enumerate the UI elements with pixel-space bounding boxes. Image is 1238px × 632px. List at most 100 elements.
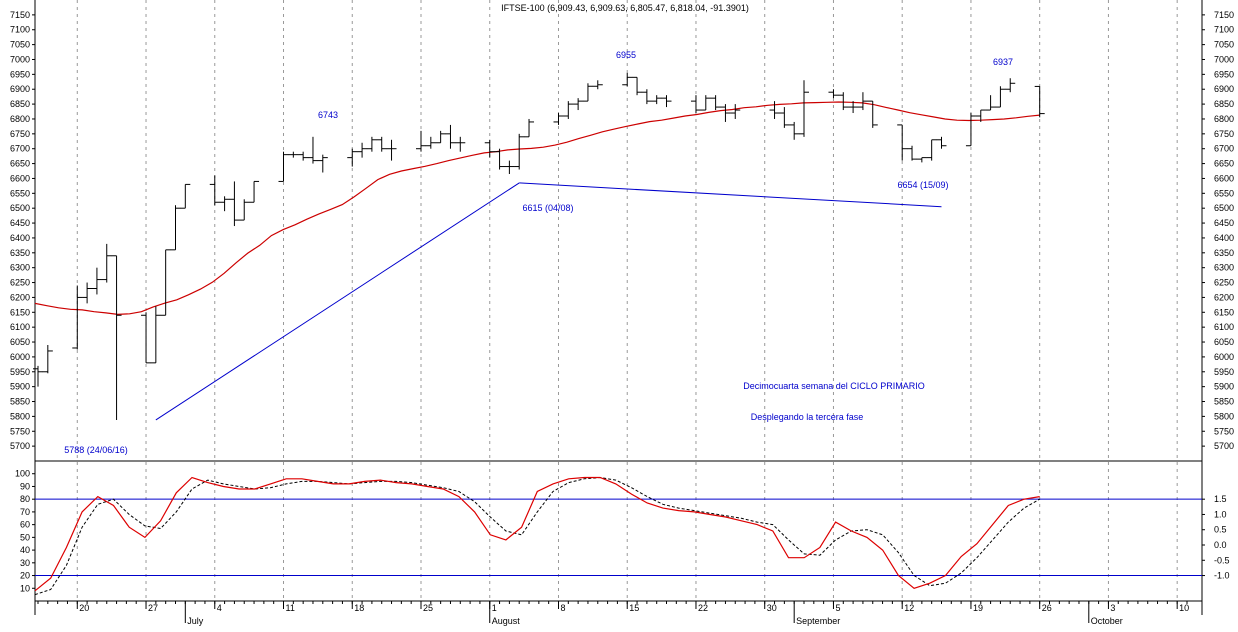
price-tick-label-right: 6550 bbox=[1214, 188, 1234, 198]
price-tick-label-left: 6900 bbox=[10, 84, 30, 94]
secondary-trend-line bbox=[519, 182, 942, 208]
price-tick-label-left: 5900 bbox=[10, 382, 30, 392]
osc-tick-label-left: 20 bbox=[20, 571, 30, 581]
ohlc-bar bbox=[33, 365, 43, 387]
price-tick-label-left: 6400 bbox=[10, 233, 30, 243]
price-tick-label-right: 6100 bbox=[1214, 322, 1234, 332]
ohlc-bar bbox=[995, 86, 1006, 108]
date-tick-label: 8 bbox=[560, 603, 565, 613]
ohlc-bar bbox=[720, 104, 731, 122]
price-tick-label-right: 6950 bbox=[1214, 69, 1234, 79]
ohlc-bar bbox=[72, 285, 83, 350]
price-tick-label-right: 6700 bbox=[1214, 144, 1234, 154]
price-tick-label-right: 6150 bbox=[1214, 307, 1234, 317]
ohlc-bar bbox=[710, 95, 721, 111]
ohlc-bar bbox=[386, 139, 397, 161]
price-tick-label-left: 6700 bbox=[10, 144, 30, 154]
label-high-6743: 6743 bbox=[318, 110, 338, 120]
osc-tick-label-left: 30 bbox=[20, 558, 30, 568]
ohlc-bar bbox=[307, 136, 318, 164]
stochastic-oscillator bbox=[34, 476, 1202, 596]
ohlc-bar bbox=[435, 130, 446, 144]
ohlc-bar bbox=[985, 95, 996, 111]
ohlc-bar bbox=[563, 101, 574, 119]
ohlc-bar bbox=[180, 183, 191, 209]
ohlc-bar bbox=[445, 124, 456, 149]
moving-average bbox=[34, 101, 1040, 316]
price-tick-label-left: 6000 bbox=[10, 352, 30, 362]
ohlc-bar bbox=[553, 113, 564, 125]
ohlc-bar bbox=[1034, 85, 1045, 118]
price-tick-label-left: 6450 bbox=[10, 218, 30, 228]
ohlc-bar bbox=[936, 136, 947, 149]
ohlc-bar bbox=[494, 148, 505, 170]
month-label: July bbox=[187, 616, 204, 626]
price-tick-label-right: 6450 bbox=[1214, 218, 1234, 228]
price-tick-label-left: 7050 bbox=[10, 40, 30, 50]
osc-tick-label-left: 50 bbox=[20, 532, 30, 542]
ohlc-bar bbox=[150, 306, 161, 364]
price-tick-label-right: 5950 bbox=[1214, 367, 1234, 377]
price-tick-label-left: 5750 bbox=[10, 426, 30, 436]
price-tick-label-right: 6250 bbox=[1214, 278, 1234, 288]
ohlc-bar bbox=[82, 282, 93, 304]
price-tick-label-right: 6850 bbox=[1214, 99, 1234, 109]
ohlc-bar bbox=[278, 151, 289, 182]
price-tick-label-left: 6100 bbox=[10, 322, 30, 332]
price-tick-label-left: 5850 bbox=[10, 397, 30, 407]
price-tick-label-right: 7150 bbox=[1214, 10, 1234, 20]
label-low-sep: 6654 (15/09) bbox=[897, 180, 948, 190]
ohlc-bar bbox=[455, 136, 466, 152]
ohlc-bar bbox=[239, 199, 250, 221]
date-tick-label: 27 bbox=[148, 603, 158, 613]
ohlc-bar bbox=[857, 92, 868, 111]
ohlc-bar bbox=[298, 151, 309, 161]
price-tick-label-left: 5800 bbox=[10, 411, 30, 421]
price-tick-label-right: 6650 bbox=[1214, 159, 1234, 169]
ohlc-bars bbox=[33, 72, 1045, 420]
price-tick-label-right: 7000 bbox=[1214, 54, 1234, 64]
date-tick-label: 4 bbox=[217, 603, 222, 613]
ohlc-bar bbox=[376, 136, 387, 152]
ohlc-bar bbox=[779, 107, 790, 128]
price-tick-label-left: 6300 bbox=[10, 263, 30, 273]
price-tick-label-left: 6500 bbox=[10, 203, 30, 213]
osc-tick-label-right: 0.0 bbox=[1214, 540, 1227, 550]
price-tick-label-left: 6200 bbox=[10, 292, 30, 302]
chart-frame bbox=[34, 0, 1203, 615]
price-tick-label-left: 6750 bbox=[10, 129, 30, 139]
osc-tick-label-left: 100 bbox=[15, 469, 30, 479]
date-tick-label: 15 bbox=[629, 603, 639, 613]
price-tick-label-left: 7000 bbox=[10, 54, 30, 64]
date-tick-label: 26 bbox=[1042, 603, 1052, 613]
date-tick-label: 10 bbox=[1179, 603, 1189, 613]
price-tick-label-left: 6650 bbox=[10, 159, 30, 169]
date-tick-label: 5 bbox=[835, 603, 840, 613]
date-tick-label: 20 bbox=[79, 603, 89, 613]
ohlc-bar bbox=[641, 89, 652, 105]
ohlc-bar bbox=[828, 89, 839, 99]
chart-title: IFTSE-100 (6,909.43, 6,909.63, 6,805.47,… bbox=[501, 3, 749, 13]
price-tick-label-right: 5800 bbox=[1214, 411, 1234, 421]
ohlc-bar bbox=[799, 80, 809, 137]
osc-tick-label-left: 60 bbox=[20, 520, 30, 530]
ma-line bbox=[34, 101, 1040, 316]
price-tick-label-left: 6550 bbox=[10, 188, 30, 198]
label-high-aug: 6955 bbox=[616, 50, 636, 60]
price-tick-label-right: 6200 bbox=[1214, 292, 1234, 302]
osc-tick-label-left: 80 bbox=[20, 494, 30, 504]
ohlc-bar bbox=[524, 118, 535, 138]
price-tick-label-right: 6300 bbox=[1214, 263, 1234, 273]
ohlc-bar bbox=[101, 243, 112, 283]
price-tick-label-left: 7150 bbox=[10, 10, 30, 20]
date-tick-label: 18 bbox=[354, 603, 364, 613]
ohlc-bar bbox=[425, 136, 436, 149]
label-high-sep: 6937 bbox=[993, 57, 1013, 67]
osc-tick-label-right: 1.5 bbox=[1214, 494, 1227, 504]
price-tick-label-right: 5850 bbox=[1214, 397, 1234, 407]
label-low-aug: 6615 (04/08) bbox=[522, 203, 573, 213]
ohlc-bar bbox=[975, 109, 986, 122]
date-tick-label: 12 bbox=[904, 603, 914, 613]
